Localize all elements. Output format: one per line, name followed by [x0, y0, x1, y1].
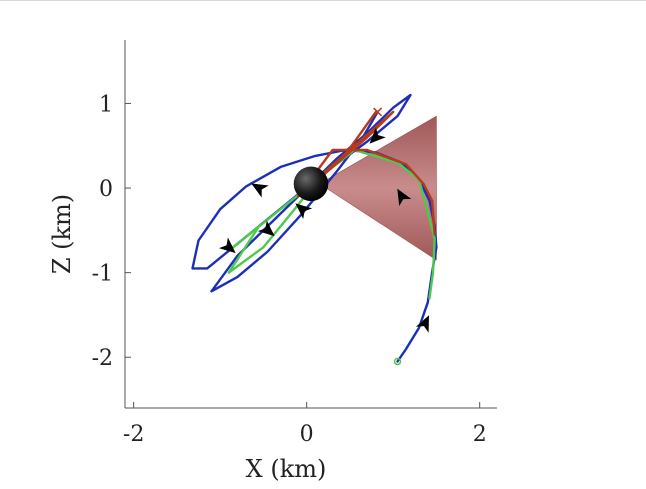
target-body: [293, 166, 329, 202]
direction-arrow: [369, 127, 386, 144]
direction-arrow: [295, 203, 313, 220]
axes: [124, 40, 497, 409]
trajectory-series-green: [227, 148, 436, 300]
x-tick-label: 0: [300, 422, 314, 447]
sensor-cone: [319, 115, 437, 261]
direction-arrow: [251, 183, 269, 198]
direction-arrow: [415, 315, 430, 333]
marker-layer: [373, 107, 402, 366]
x-tick-label: 2: [473, 422, 487, 447]
tick-layer: 1 0 -1 -2 -2 0 2: [92, 92, 487, 447]
x-axis-label: X (km): [246, 455, 327, 483]
direction-arrow: [257, 220, 275, 237]
target-body-layer: [293, 166, 329, 202]
top-divider: [0, 0, 646, 1]
sensor-cone-layer: [319, 115, 437, 261]
direction-arrow: [397, 188, 412, 207]
y-tick-label: -1: [92, 262, 113, 287]
y-tick-label: 0: [99, 177, 113, 202]
direction-arrow-layer: [218, 127, 430, 333]
y-tick-label: 1: [99, 92, 113, 117]
start-marker: [393, 357, 402, 366]
direction-arrow: [218, 237, 236, 254]
x-tick-label: -2: [123, 422, 144, 447]
y-tick-label: -2: [92, 346, 113, 371]
end-marker-stroke: [373, 107, 383, 117]
y-axis-label: Z (km): [48, 194, 76, 274]
